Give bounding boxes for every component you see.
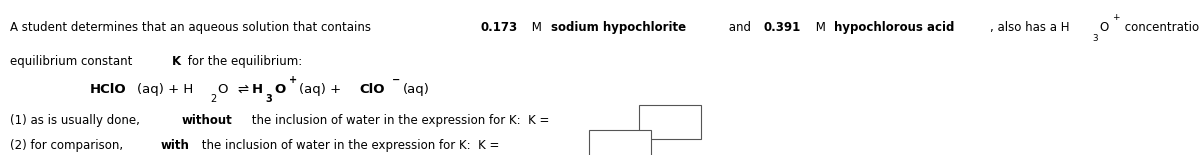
Text: ⇌: ⇌ xyxy=(236,83,248,96)
Text: O: O xyxy=(1099,21,1109,34)
Text: O: O xyxy=(218,83,233,96)
Text: K: K xyxy=(173,55,181,68)
Text: (2) for comparison,: (2) for comparison, xyxy=(10,139,126,152)
Text: M: M xyxy=(811,21,829,34)
Text: 3: 3 xyxy=(265,93,272,104)
Text: H: H xyxy=(251,83,263,96)
FancyBboxPatch shape xyxy=(589,130,652,155)
Text: 3: 3 xyxy=(1092,34,1098,43)
Text: with: with xyxy=(161,139,190,152)
FancyBboxPatch shape xyxy=(638,105,701,139)
Text: 0.391: 0.391 xyxy=(763,21,800,34)
Text: (aq) +: (aq) + xyxy=(299,83,346,96)
Text: O: O xyxy=(275,83,286,96)
Text: −: − xyxy=(392,75,401,85)
Text: the inclusion of water in the expression for K:  K =: the inclusion of water in the expression… xyxy=(198,139,499,152)
Text: HClO: HClO xyxy=(90,83,127,96)
Text: the inclusion of water in the expression for K:  K =: the inclusion of water in the expression… xyxy=(247,114,548,127)
Text: +: + xyxy=(1111,13,1120,22)
Text: ClO: ClO xyxy=(359,83,385,96)
Text: concentration of: concentration of xyxy=(1121,21,1200,34)
Text: (aq) + H: (aq) + H xyxy=(137,83,193,96)
Text: (aq): (aq) xyxy=(403,83,430,96)
Text: , also has a H: , also has a H xyxy=(990,21,1069,34)
Text: 0.173: 0.173 xyxy=(480,21,517,34)
Text: and: and xyxy=(725,21,755,34)
Text: sodium hypochlorite: sodium hypochlorite xyxy=(551,21,686,34)
Text: without: without xyxy=(182,114,233,127)
Text: (1) as is usually done,: (1) as is usually done, xyxy=(10,114,143,127)
Text: 2: 2 xyxy=(210,93,216,104)
Text: hypochlorous acid: hypochlorous acid xyxy=(834,21,955,34)
Text: for the equilibrium:: for the equilibrium: xyxy=(184,55,302,68)
Text: +: + xyxy=(289,75,296,85)
Text: A student determines that an aqueous solution that contains: A student determines that an aqueous sol… xyxy=(10,21,374,34)
Text: equilibrium constant: equilibrium constant xyxy=(10,55,136,68)
Text: M: M xyxy=(528,21,546,34)
